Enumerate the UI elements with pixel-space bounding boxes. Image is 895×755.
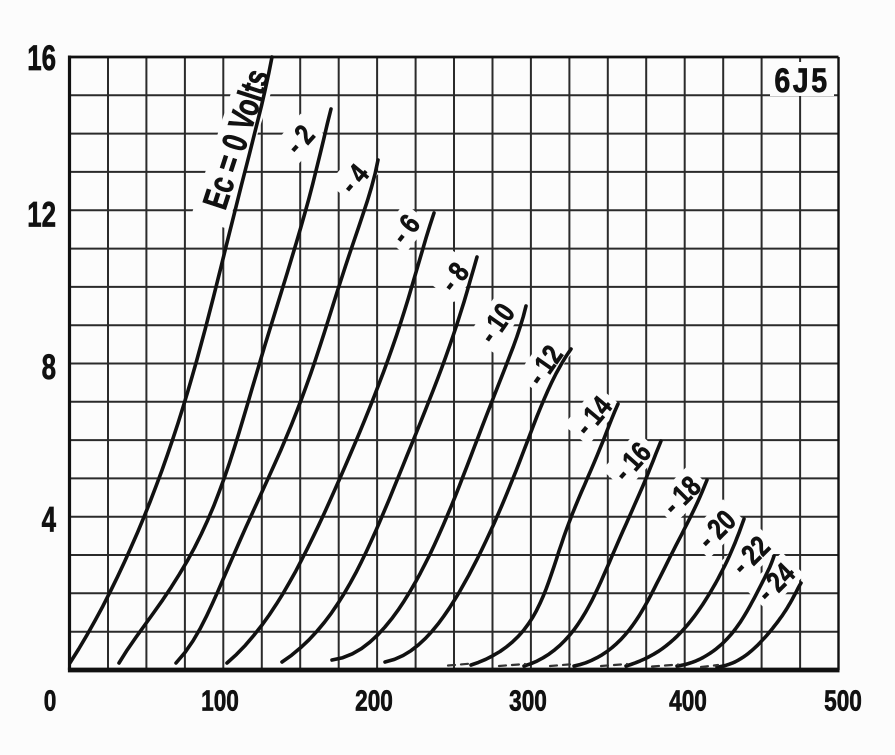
svg-text:400: 400 — [669, 684, 707, 717]
svg-text:16: 16 — [27, 38, 56, 78]
svg-text:4: 4 — [42, 500, 56, 540]
svg-text:100: 100 — [201, 684, 239, 717]
svg-text:200: 200 — [355, 684, 393, 717]
svg-text:8: 8 — [42, 347, 56, 387]
svg-text:12: 12 — [27, 195, 56, 235]
svg-text:500: 500 — [824, 684, 862, 717]
svg-text:0: 0 — [44, 684, 57, 717]
svg-text:300: 300 — [509, 684, 547, 717]
svg-text:6J5: 6J5 — [774, 62, 829, 100]
